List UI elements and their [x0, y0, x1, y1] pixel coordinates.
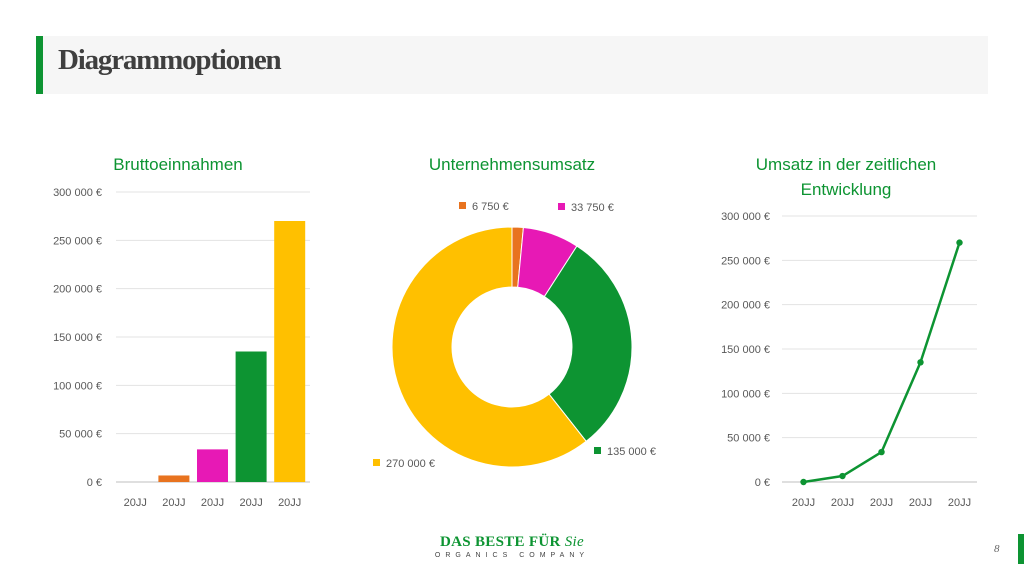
donut-data-label: 6 750 € — [472, 201, 509, 213]
brand-tagline: ORGANICS COMPANY — [434, 552, 590, 559]
title-accent-bar — [36, 36, 43, 94]
title-band — [36, 36, 988, 94]
bar-x-tick-label: 20JJ — [201, 497, 224, 509]
line-series — [803, 242, 961, 484]
bar-x-tick-label: 20JJ — [162, 497, 185, 509]
line-x-tick-label: 20JJ — [948, 497, 971, 509]
line-y-tick-label: 50 000 € — [727, 433, 770, 445]
bar-x-tick-label: 20JJ — [278, 497, 301, 509]
bar-y-tick-label: 150 000 € — [53, 332, 102, 344]
bar-y-tick-label: 50 000 € — [59, 429, 102, 441]
brand-name: DAS BESTE FÜR — [440, 534, 561, 550]
slide-title: Diagrammoptionen — [58, 44, 282, 76]
donut-data-label: 33 750 € — [571, 202, 614, 214]
bar — [274, 221, 306, 482]
bar — [197, 449, 228, 482]
brand-logo: DAS BESTE FÜR Sie ORGANICS COMPANY — [0, 534, 1024, 559]
bar-y-tick-label: 250 000 € — [53, 235, 102, 247]
line-y-tick-label: 200 000 € — [721, 300, 770, 312]
bar-y-tick-label: 300 000 € — [53, 187, 102, 199]
donut-chart-title: Unternehmensumsatz — [428, 155, 596, 174]
line-y-tick-label: 150 000 € — [721, 344, 770, 356]
bar — [158, 475, 190, 482]
bar-y-tick-label: 200 000 € — [53, 284, 102, 296]
page-number: 8 — [994, 543, 1000, 555]
line-y-tick-label: 0 € — [755, 477, 770, 489]
bar — [235, 351, 267, 482]
bar-x-tick-label: 20JJ — [239, 497, 262, 509]
donut-legend-swatch — [594, 447, 601, 454]
line-y-tick-label: 300 000 € — [721, 211, 770, 223]
donut-legend-swatch — [459, 202, 466, 209]
donut-slice — [391, 226, 587, 468]
donut-data-label: 135 000 € — [607, 446, 656, 458]
line-y-tick-label: 250 000 € — [721, 255, 770, 267]
donut-data-label: 270 000 € — [386, 458, 435, 470]
line-point — [800, 478, 807, 486]
bar-chart-title: Bruttoeinnahmen — [113, 155, 243, 174]
line-x-tick-label: 20JJ — [870, 497, 893, 509]
line-chart-title: Umsatz in der zeitlichen Entwicklung — [755, 155, 937, 199]
line-x-tick-label: 20JJ — [792, 497, 815, 509]
line-x-tick-label: 20JJ — [831, 497, 854, 509]
line-point — [878, 448, 885, 456]
line-x-tick-label: 20JJ — [909, 497, 932, 509]
line-point — [839, 472, 846, 480]
line-y-tick-label: 100 000 € — [721, 388, 770, 400]
bar-y-tick-label: 0 € — [87, 477, 102, 489]
line-point — [917, 359, 924, 366]
line-point — [956, 239, 963, 246]
brand-name-italic: Sie — [564, 534, 584, 550]
page-accent-bar — [1018, 534, 1024, 564]
donut-legend-swatch — [558, 203, 565, 210]
donut-legend-swatch — [373, 459, 380, 466]
bar-x-tick-label: 20JJ — [124, 497, 147, 509]
bar-y-tick-label: 100 000 € — [53, 380, 102, 392]
donut-slice — [543, 245, 633, 443]
